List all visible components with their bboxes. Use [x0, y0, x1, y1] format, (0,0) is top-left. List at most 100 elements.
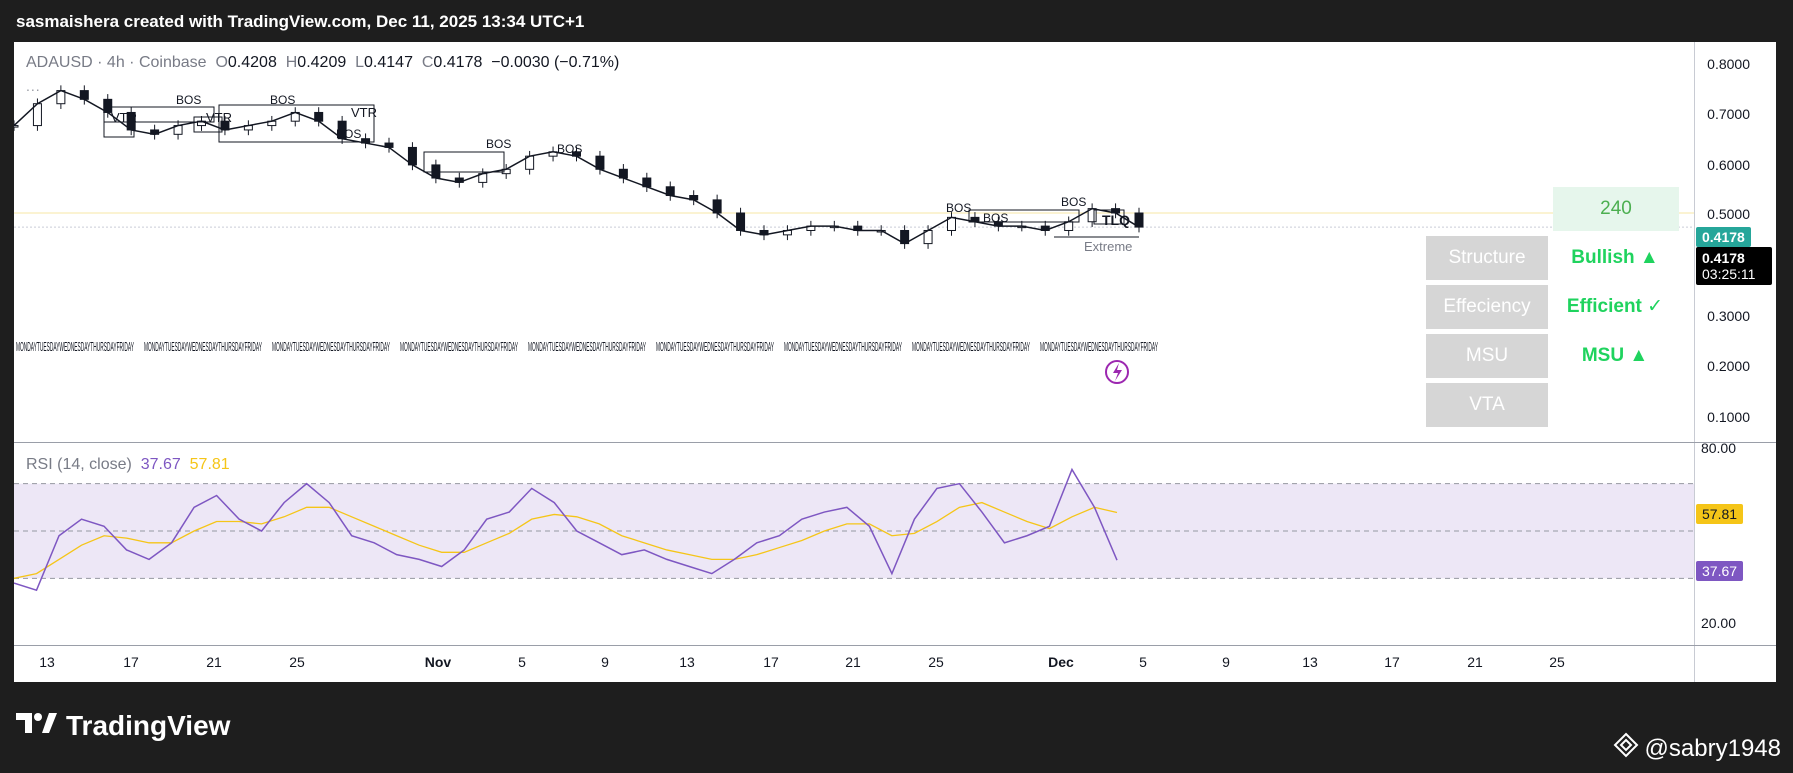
structure-box: [968, 209, 1080, 223]
high-value: 0.4209: [297, 54, 347, 71]
time-label-12: 5: [1139, 654, 1147, 670]
bos-label: BOS: [270, 93, 295, 107]
change-value: −0.0030 (−0.71%): [491, 54, 620, 71]
weekday-label: MONDAYTUESDAYWEDNESDAYTHURSDAYFRIDAY: [16, 339, 134, 354]
open-value: 0.4208: [227, 54, 277, 71]
weekday-label: MONDAYTUESDAYWEDNESDAYTHURSDAYFRIDAY: [400, 339, 518, 354]
table-label-structure: Structure: [1426, 236, 1548, 280]
price-label-2: 0.6000: [1707, 157, 1750, 173]
legend-dot-1: ·: [97, 54, 103, 71]
caption-text: sasmaishera created with TradingView.com…: [16, 12, 585, 31]
time-label-14: 13: [1302, 654, 1318, 670]
bos-label: BOS: [946, 201, 971, 215]
weekday-label: MONDAYTUESDAYWEDNESDAYTHURSDAYFRIDAY: [784, 339, 902, 354]
time-label-9: 21: [845, 654, 861, 670]
structure-box: [193, 116, 223, 133]
credit-handle: @sabry1948: [1613, 732, 1781, 765]
table-timeframe: 240: [1553, 187, 1679, 231]
rsi-legend: RSI (14, close) 37.67 57.81: [26, 456, 230, 474]
time-label-10: 25: [928, 654, 944, 670]
table-value-efficiency: Efficient ✓: [1566, 296, 1664, 317]
structure-box: [218, 104, 375, 143]
last-price-value: 0.4178: [1702, 250, 1745, 266]
price-label-3: 0.5000: [1707, 206, 1750, 222]
lightning-icon: [1105, 360, 1129, 384]
bar-countdown: 03:25:11: [1702, 266, 1756, 282]
time-label-8: 17: [763, 654, 779, 670]
time-label-17: 25: [1549, 654, 1565, 670]
time-label-13: 9: [1222, 654, 1230, 670]
time-label-1: 17: [123, 654, 139, 670]
rsi-axis-20: 20.00: [1700, 615, 1736, 631]
last-price-tag-black: 0.4178 03:25:11: [1696, 247, 1772, 285]
rsi-ma-tag: 57.81: [1696, 504, 1744, 524]
legend-dot-2: ·: [129, 54, 135, 71]
price-label-5: 0.2000: [1707, 358, 1750, 374]
tv-logo-icon: [16, 711, 58, 742]
price-label-1: 0.7000: [1707, 106, 1750, 122]
last-price-tag-teal: 0.4178: [1696, 227, 1751, 247]
weekday-label: MONDAYTUESDAYWEDNESDAYTHURSDAYFRIDAY: [528, 339, 646, 354]
exchange-label: Coinbase: [138, 54, 207, 71]
weekday-label: MONDAYTUESDAYWEDNESDAYTHURSDAYFRIDAY: [272, 339, 390, 354]
chart-canvas[interactable]: BOS BOS BOS BOS BOS BOS BOS BOS VTR VTR VTR Extreme…: [14, 42, 1776, 682]
structure-box: [1093, 209, 1125, 225]
price-series-line: [14, 89, 1140, 245]
structure-box: [103, 106, 215, 123]
table-label-msu: MSU: [1426, 334, 1548, 378]
bos-label: BOS: [1061, 195, 1086, 209]
time-label-4: Nov: [424, 654, 452, 670]
bos-label: BOS: [557, 142, 582, 156]
weekday-label: MONDAYTUESDAYWEDNESDAYTHURSDAYFRIDAY: [912, 339, 1030, 354]
table-label-vta: VTA: [1426, 383, 1548, 427]
top-caption-bar: sasmaishera created with TradingView.com…: [0, 0, 1793, 40]
rsi-value-tag: 37.67: [1696, 561, 1744, 581]
more-dots-icon[interactable]: ...: [26, 78, 41, 94]
table-value-msu: MSU ▲: [1581, 345, 1649, 366]
tradingview-logo: TradingView: [16, 710, 230, 742]
bos-label: BOS: [486, 137, 511, 151]
price-label-6: 0.1000: [1707, 409, 1750, 425]
candle-body: [14, 125, 19, 128]
rsi-line: [14, 467, 1118, 592]
time-label-0: 13: [39, 654, 55, 670]
rsi-value: 37.67: [140, 456, 181, 473]
time-axis-separator: [14, 645, 1776, 646]
rsi-title[interactable]: RSI (14, close): [26, 456, 132, 473]
rsi-axis-80: 80.00: [1700, 440, 1736, 456]
chart-frame[interactable]: BOS BOS BOS BOS BOS BOS BOS BOS VTR VTR VTR Extreme…: [14, 42, 1776, 682]
pane-separator[interactable]: [14, 442, 1776, 443]
vtr-label: VTR: [111, 110, 137, 125]
open-label: O: [215, 54, 228, 71]
low-value: 0.4147: [364, 54, 413, 71]
high-label: H: [285, 54, 298, 71]
structure-box: [423, 151, 505, 173]
close-value: 0.4178: [433, 54, 483, 71]
close-label: C: [421, 54, 434, 71]
price-axis-separator: [1694, 42, 1695, 682]
time-label-16: 21: [1467, 654, 1483, 670]
table-value-vta: [1551, 383, 1679, 427]
bos-label: BOS: [336, 127, 361, 141]
weekday-label: MONDAYTUESDAYWEDNESDAYTHURSDAYFRIDAY: [144, 339, 262, 354]
table-value-structure: Bullish ▲: [1571, 247, 1659, 268]
price-label-4: 0.3000: [1707, 308, 1750, 324]
time-label-5: 5: [518, 654, 526, 670]
vtr-label: VTR: [206, 110, 232, 125]
brand-text: TradingView: [66, 710, 231, 741]
diamond-icon: [1613, 732, 1639, 765]
bos-label: BOS: [983, 211, 1008, 225]
timeframe-label[interactable]: 4h: [106, 54, 125, 71]
symbol-label[interactable]: ADAUSD: [26, 54, 93, 71]
time-label-6: 9: [601, 654, 609, 670]
tlq-label: TLQ: [1102, 212, 1130, 228]
price-legend: ADAUSD · 4h · Coinbase O0.4208 H0.4209 L…: [26, 54, 620, 94]
time-label-15: 17: [1384, 654, 1400, 670]
low-label: L: [355, 54, 365, 71]
credit-text: @sabry1948: [1644, 734, 1781, 762]
price-label-0: 0.8000: [1707, 56, 1750, 72]
weekday-label: MONDAYTUESDAYWEDNESDAYTHURSDAYFRIDAY: [1040, 339, 1158, 354]
vtr-label: VTR: [351, 105, 377, 120]
bos-label: BOS: [176, 93, 201, 107]
time-label-7: 13: [679, 654, 695, 670]
